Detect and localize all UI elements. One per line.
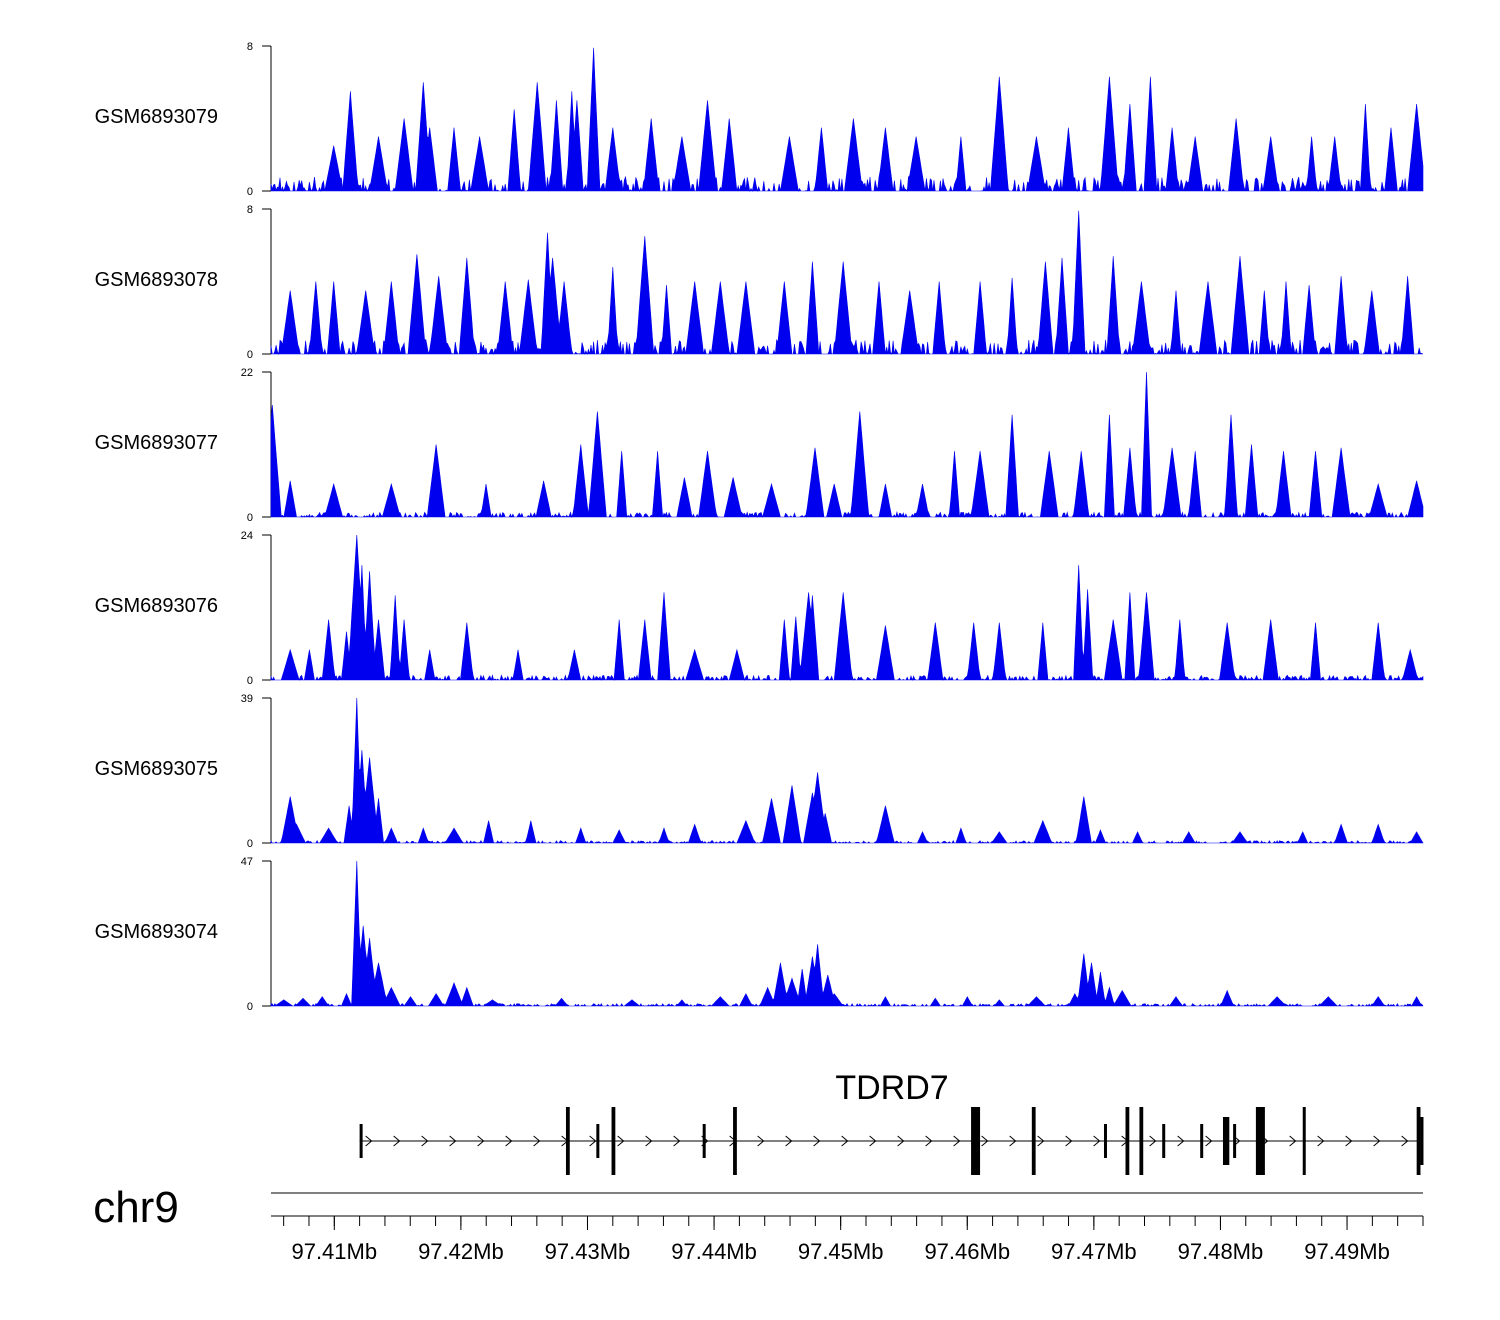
strand-arrow [1037, 1135, 1045, 1147]
track-GSM6893076: GSM6893076 24 0 [95, 530, 1424, 687]
strand-arrow [757, 1135, 765, 1147]
strand-arrow [617, 1135, 625, 1147]
exon-13 [1200, 1124, 1204, 1158]
coverage-area [270, 697, 1424, 844]
exon-7 [971, 1107, 981, 1175]
x-tick-label: 97.42Mb [418, 1239, 504, 1264]
exon-2 [565, 1107, 570, 1175]
strand-arrow [1289, 1135, 1297, 1147]
x-tick-label: 97.47Mb [1051, 1239, 1137, 1264]
y-axis-max-label: 8 [247, 204, 253, 216]
exon-19 [1420, 1117, 1424, 1165]
strand-arrow [953, 1135, 961, 1147]
exon-3 [596, 1124, 600, 1158]
x-tick-label: 97.46Mb [924, 1239, 1010, 1264]
strand-arrow [393, 1135, 401, 1147]
strand-arrow [1205, 1135, 1213, 1147]
track-GSM6893077: GSM6893077 22 0 [95, 367, 1424, 524]
exon-10 [1125, 1107, 1130, 1175]
y-axis-min-label: 0 [247, 675, 253, 687]
strand-arrow [645, 1135, 653, 1147]
strand-arrow [981, 1135, 989, 1147]
strand-arrow [477, 1135, 485, 1147]
strand-arrow [925, 1135, 933, 1147]
exon-1 [359, 1124, 363, 1158]
exon-6 [733, 1107, 737, 1175]
track-GSM6893075: GSM6893075 39 0 [95, 693, 1424, 850]
track-label: GSM6893079 [95, 106, 218, 128]
y-axis-max-label: 8 [247, 41, 253, 53]
coverage-area [270, 210, 1424, 356]
coverage-area [270, 371, 1424, 519]
strand-arrow [505, 1135, 513, 1147]
y-axis-min-label: 0 [247, 838, 253, 850]
x-tick-label: 97.44Mb [671, 1239, 757, 1264]
exon-16 [1255, 1107, 1265, 1175]
x-tick-label: 97.49Mb [1304, 1239, 1390, 1264]
exon-18 [1416, 1107, 1421, 1175]
track-label: GSM6893075 [95, 758, 218, 780]
strand-arrow [1345, 1135, 1353, 1147]
exon-5 [702, 1124, 706, 1158]
gene-track: TDRD7 [359, 1069, 1424, 1175]
genomic-axis: chr9 97.41Mb 97.42Mb 97.43Mb 97.44Mb 97.45Mb 9… [93, 1183, 1424, 1264]
strand-arrow [841, 1135, 849, 1147]
strand-arrow [1401, 1135, 1409, 1147]
strand-arrow [365, 1135, 373, 1147]
strand-arrow [1373, 1135, 1381, 1147]
exon-9 [1103, 1124, 1107, 1158]
strand-arrow [897, 1135, 905, 1147]
strand-arrow [1093, 1135, 1101, 1147]
strand-arrow [785, 1135, 793, 1147]
strand-arrow [1065, 1135, 1073, 1147]
exon-17 [1302, 1107, 1306, 1175]
track-GSM6893079: GSM6893079 8 0 [95, 41, 1424, 198]
track-label: GSM6893076 [95, 595, 218, 617]
x-tick-label: 97.48Mb [1178, 1239, 1264, 1264]
strand-arrow [869, 1135, 877, 1147]
strand-arrow [1317, 1135, 1325, 1147]
track-label: GSM6893078 [95, 269, 218, 291]
gene-name: TDRD7 [835, 1069, 948, 1107]
y-axis-max-label: 22 [241, 367, 253, 379]
strand-arrow [533, 1135, 541, 1147]
coverage-area [270, 47, 1424, 193]
coverage-area [270, 860, 1424, 1007]
track-GSM6893074: GSM6893074 47 0 [95, 856, 1424, 1013]
y-axis-min-label: 0 [247, 186, 253, 198]
strand-arrow [1149, 1135, 1157, 1147]
exon-8 [1031, 1107, 1036, 1175]
strand-arrow [589, 1135, 597, 1147]
exon-14 [1222, 1117, 1230, 1165]
exon-11 [1139, 1107, 1144, 1175]
y-axis-min-label: 0 [247, 512, 253, 524]
coverage-tracks: GSM689307980GSM689307880GSM6893077220GSM… [95, 41, 1424, 1013]
strand-arrow [449, 1135, 457, 1147]
track-GSM6893078: GSM6893078 8 0 [95, 204, 1424, 361]
y-axis-max-label: 24 [241, 530, 253, 542]
strand-arrow [813, 1135, 821, 1147]
x-tick-label: 97.41Mb [291, 1239, 377, 1264]
strand-arrow [1177, 1135, 1185, 1147]
strand-arrow [1009, 1135, 1017, 1147]
x-tick-label: 97.45Mb [798, 1239, 884, 1264]
exon-4 [611, 1107, 616, 1175]
exon-15 [1233, 1124, 1237, 1158]
y-axis-max-label: 39 [241, 693, 253, 705]
x-tick-label: 97.43Mb [545, 1239, 631, 1264]
track-label: GSM6893074 [95, 921, 218, 943]
y-axis-max-label: 47 [241, 856, 253, 868]
strand-arrow [421, 1135, 429, 1147]
track-label: GSM6893077 [95, 432, 218, 454]
chromosome-label: chr9 [93, 1183, 179, 1232]
y-axis-min-label: 0 [247, 1001, 253, 1013]
exon-12 [1162, 1124, 1166, 1158]
strand-arrow [673, 1135, 681, 1147]
y-axis-min-label: 0 [247, 349, 253, 361]
coverage-area [270, 534, 1424, 682]
